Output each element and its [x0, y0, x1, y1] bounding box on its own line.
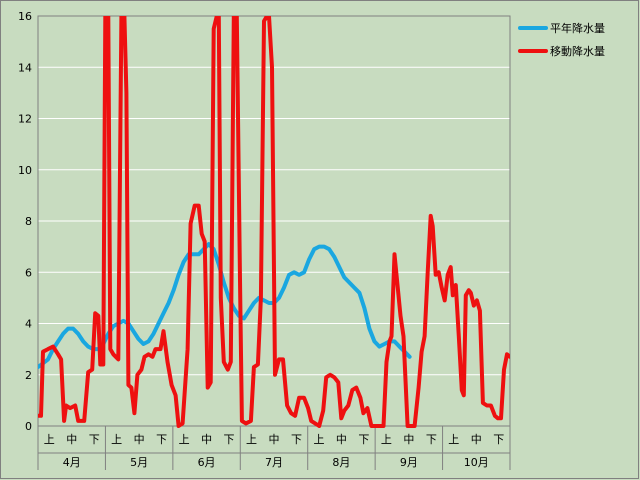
x-tick-label-sub: 上	[246, 433, 257, 446]
x-axis: 上中下4月上中下5月上中下6月上中下7月上中下8月上中下9月上中下10月	[37, 425, 511, 470]
x-tick-label-sub: 上	[381, 433, 392, 446]
y-tick-label: 8	[25, 215, 32, 228]
x-tick-label-sub: 下	[156, 433, 167, 446]
x-tick-label-sub: 上	[448, 433, 459, 446]
x-tick-label-month: 10月	[464, 456, 489, 469]
x-tick-label-month: 6月	[198, 456, 216, 469]
x-tick-label-sub: 中	[403, 433, 414, 446]
x-tick-label-sub: 上	[313, 433, 324, 446]
x-tick-label-sub: 上	[179, 433, 190, 446]
series-moving-precipitation-line	[38, 16, 510, 428]
x-tick-label-sub: 上	[111, 433, 122, 446]
y-tick-label: 12	[18, 113, 32, 126]
x-tick-label-sub: 下	[224, 433, 235, 446]
x-tick-label-sub: 下	[358, 433, 369, 446]
series-layer	[38, 16, 510, 428]
x-tick-label-sub: 中	[269, 433, 280, 446]
x-tick-label-month: 9月	[400, 456, 418, 469]
x-tick-label-sub: 下	[493, 433, 504, 446]
y-tick-label: 10	[18, 164, 32, 177]
x-tick-label-sub: 下	[291, 433, 302, 446]
y-tick-label: 16	[18, 10, 32, 23]
y-tick-label: 4	[25, 318, 32, 331]
x-tick-label-sub: 下	[89, 433, 100, 446]
x-tick-label-month: 8月	[332, 456, 350, 469]
y-axis-tick-labels: 0 2 4 6 8 10 12 14 16	[18, 10, 32, 433]
x-tick-label-sub: 中	[201, 433, 212, 446]
y-tick-label: 6	[25, 266, 32, 279]
x-tick-label-sub: 中	[134, 433, 145, 446]
legend-label: 平年降水量	[550, 21, 605, 35]
x-tick-label-month: 5月	[130, 456, 148, 469]
legend-label: 移動降水量	[550, 44, 605, 58]
x-tick-label-sub: 中	[336, 433, 347, 446]
y-tick-label: 2	[25, 369, 32, 382]
y-tick-label: 0	[25, 420, 32, 433]
x-tick-label-month: 4月	[63, 456, 81, 469]
x-tick-label-sub: 中	[471, 433, 482, 446]
x-tick-label-sub: 中	[66, 433, 77, 446]
x-tick-label-month: 7月	[265, 456, 283, 469]
y-tick-label: 14	[18, 61, 32, 74]
x-tick-label-sub: 下	[426, 433, 437, 446]
x-tick-label-sub: 上	[44, 433, 55, 446]
